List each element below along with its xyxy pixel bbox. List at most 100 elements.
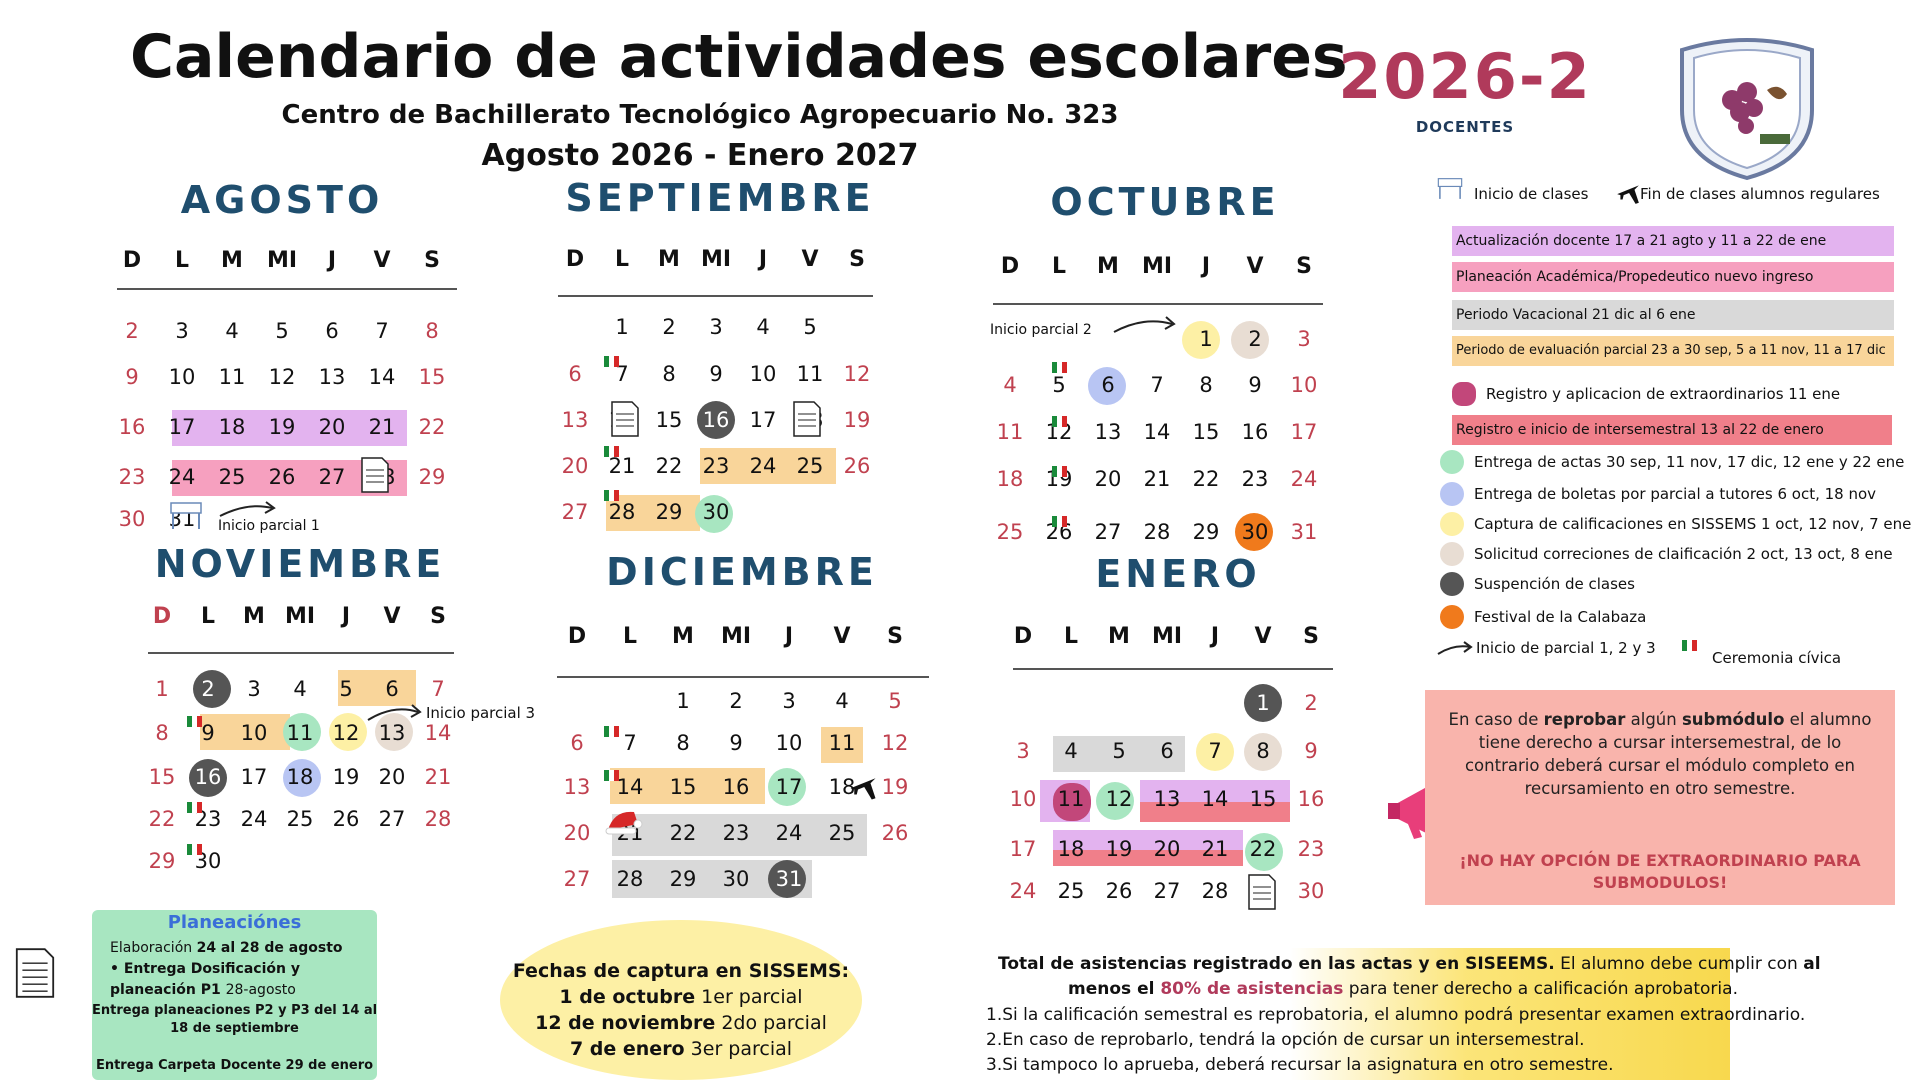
day-cell-diciembre-29: 29 bbox=[669, 867, 697, 891]
start-icon bbox=[1437, 178, 1463, 199]
captura-marker bbox=[1182, 321, 1220, 359]
weekday-s: S bbox=[849, 247, 865, 272]
mexican-flag-icon bbox=[1052, 416, 1068, 427]
day-cell-agosto-17: 17 bbox=[168, 415, 196, 439]
correcciones-marker bbox=[375, 713, 413, 751]
day-cell-noviembre-13: 13 bbox=[378, 721, 406, 745]
weekday-s: S bbox=[887, 624, 903, 649]
note-inicio-parcial-2: Inicio parcial 2 bbox=[990, 322, 1092, 338]
day-cell-enero-15: 15 bbox=[1249, 787, 1277, 811]
day-cell-diciembre-27: 27 bbox=[563, 867, 591, 891]
notice-box: En caso de reprobar algún submódulo el a… bbox=[1425, 690, 1895, 905]
suspension-marker bbox=[193, 670, 231, 708]
day-cell-noviembre-20: 20 bbox=[378, 765, 406, 789]
weekday-m: M bbox=[1108, 624, 1130, 649]
day-cell-diciembre-11: 11 bbox=[828, 731, 856, 755]
weekday-j: J bbox=[758, 247, 768, 272]
school-seal-icon bbox=[1680, 38, 1814, 180]
mexican-flag-icon bbox=[1052, 516, 1068, 527]
weekday-v: V bbox=[833, 624, 851, 649]
captura-marker bbox=[1196, 733, 1234, 771]
day-cell-enero-22: 22 bbox=[1249, 837, 1277, 861]
notice-text: En caso de reprobar algún submódulo el a… bbox=[1448, 710, 1872, 798]
weekday-j: J bbox=[327, 248, 337, 273]
day-cell-agosto-2: 2 bbox=[125, 319, 139, 343]
weekday-v: V bbox=[383, 604, 401, 629]
day-cell-enero-4: 4 bbox=[1064, 739, 1078, 763]
weekday-mi: MI bbox=[720, 624, 752, 649]
day-cell-noviembre-18: 18 bbox=[286, 765, 314, 789]
day-cell-noviembre-15: 15 bbox=[148, 765, 176, 789]
day-cell-septiembre-19: 19 bbox=[843, 408, 871, 432]
day-cell-octubre-8: 8 bbox=[1199, 373, 1213, 397]
document-icon bbox=[793, 401, 821, 437]
document-icon bbox=[361, 457, 389, 493]
arrow-icon bbox=[367, 704, 422, 721]
month-title-diciembre: DICIEMBRE bbox=[606, 550, 878, 594]
asistencia-item: 3.Si tampoco lo aprueba, deberá recursar… bbox=[986, 1055, 1614, 1075]
day-cell-agosto-29: 29 bbox=[418, 465, 446, 489]
day-cell-agosto-13: 13 bbox=[318, 365, 346, 389]
weekday-s: S bbox=[424, 248, 440, 273]
mexican-flag-icon bbox=[187, 802, 203, 813]
suspension-marker bbox=[697, 401, 735, 439]
weekday-d: D bbox=[567, 624, 587, 649]
boletas-marker bbox=[283, 759, 321, 797]
day-cell-octubre-4: 4 bbox=[1003, 373, 1017, 397]
highlight-actualizacion bbox=[172, 410, 407, 446]
day-cell-octubre-25: 25 bbox=[996, 520, 1024, 544]
weekday-mi: MI bbox=[700, 247, 732, 272]
day-cell-diciembre-31: 31 bbox=[775, 867, 803, 891]
captura-title: Fechas de captura en SISSEMS: bbox=[512, 960, 850, 982]
day-cell-agosto-15: 15 bbox=[418, 365, 446, 389]
day-cell-septiembre-20: 20 bbox=[561, 454, 589, 478]
divider bbox=[993, 303, 1323, 305]
day-cell-enero-28: 28 bbox=[1201, 879, 1229, 903]
day-cell-noviembre-22: 22 bbox=[148, 807, 176, 831]
day-cell-agosto-27: 27 bbox=[318, 465, 346, 489]
divider bbox=[557, 676, 929, 678]
captura-line: 12 de noviembre 2do parcial bbox=[535, 1012, 827, 1034]
legend-actualizacion: Actualización docente 17 a 21 agto y 11 … bbox=[1452, 226, 1894, 256]
captura-line: 1 de octubre 1er parcial bbox=[559, 986, 803, 1008]
day-cell-agosto-18: 18 bbox=[218, 415, 246, 439]
day-cell-diciembre-23: 23 bbox=[722, 821, 750, 845]
day-cell-agosto-22: 22 bbox=[418, 415, 446, 439]
day-cell-septiembre-21: 21 bbox=[608, 454, 636, 478]
day-cell-octubre-17: 17 bbox=[1290, 420, 1318, 444]
mexican-flag-icon bbox=[1052, 362, 1068, 373]
weekday-d: D bbox=[1000, 254, 1020, 279]
day-cell-diciembre-4: 4 bbox=[835, 689, 849, 713]
day-cell-noviembre-25: 25 bbox=[286, 807, 314, 831]
day-cell-enero-14: 14 bbox=[1201, 787, 1229, 811]
planeaciones-card: Planeaciónes Elaboración 24 al 28 de ago… bbox=[92, 910, 377, 1080]
day-cell-noviembre-12: 12 bbox=[332, 721, 360, 745]
weekday-s: S bbox=[430, 604, 446, 629]
day-cell-noviembre-4: 4 bbox=[293, 677, 307, 701]
day-cell-noviembre-10: 10 bbox=[240, 721, 268, 745]
weekday-s: S bbox=[1296, 254, 1312, 279]
month-title-enero: ENERO bbox=[1095, 552, 1261, 596]
day-cell-enero-17: 17 bbox=[1009, 837, 1037, 861]
arrow-icon bbox=[1113, 316, 1176, 333]
day-cell-diciembre-25: 25 bbox=[828, 821, 856, 845]
day-cell-octubre-31: 31 bbox=[1290, 520, 1318, 544]
legend-vacacional: Periodo Vacacional 21 dic al 6 ene bbox=[1452, 300, 1894, 330]
day-cell-agosto-5: 5 bbox=[275, 319, 289, 343]
day-cell-septiembre-6: 6 bbox=[568, 362, 582, 386]
day-cell-diciembre-20: 20 bbox=[563, 821, 591, 845]
weekday-m: M bbox=[672, 624, 694, 649]
day-cell-diciembre-28: 28 bbox=[616, 867, 644, 891]
day-cell-septiembre-23: 23 bbox=[702, 454, 730, 478]
day-cell-diciembre-30: 30 bbox=[722, 867, 750, 891]
day-cell-diciembre-15: 15 bbox=[669, 775, 697, 799]
day-cell-noviembre-14: 14 bbox=[424, 721, 452, 745]
actas-marker bbox=[1245, 833, 1283, 871]
day-cell-noviembre-16: 16 bbox=[194, 765, 222, 789]
day-cell-octubre-28: 28 bbox=[1143, 520, 1171, 544]
day-cell-diciembre-12: 12 bbox=[881, 731, 909, 755]
weekday-m: M bbox=[221, 248, 243, 273]
day-cell-septiembre-2: 2 bbox=[662, 315, 676, 339]
day-cell-noviembre-1: 1 bbox=[155, 677, 169, 701]
weekday-v: V bbox=[1246, 254, 1264, 279]
